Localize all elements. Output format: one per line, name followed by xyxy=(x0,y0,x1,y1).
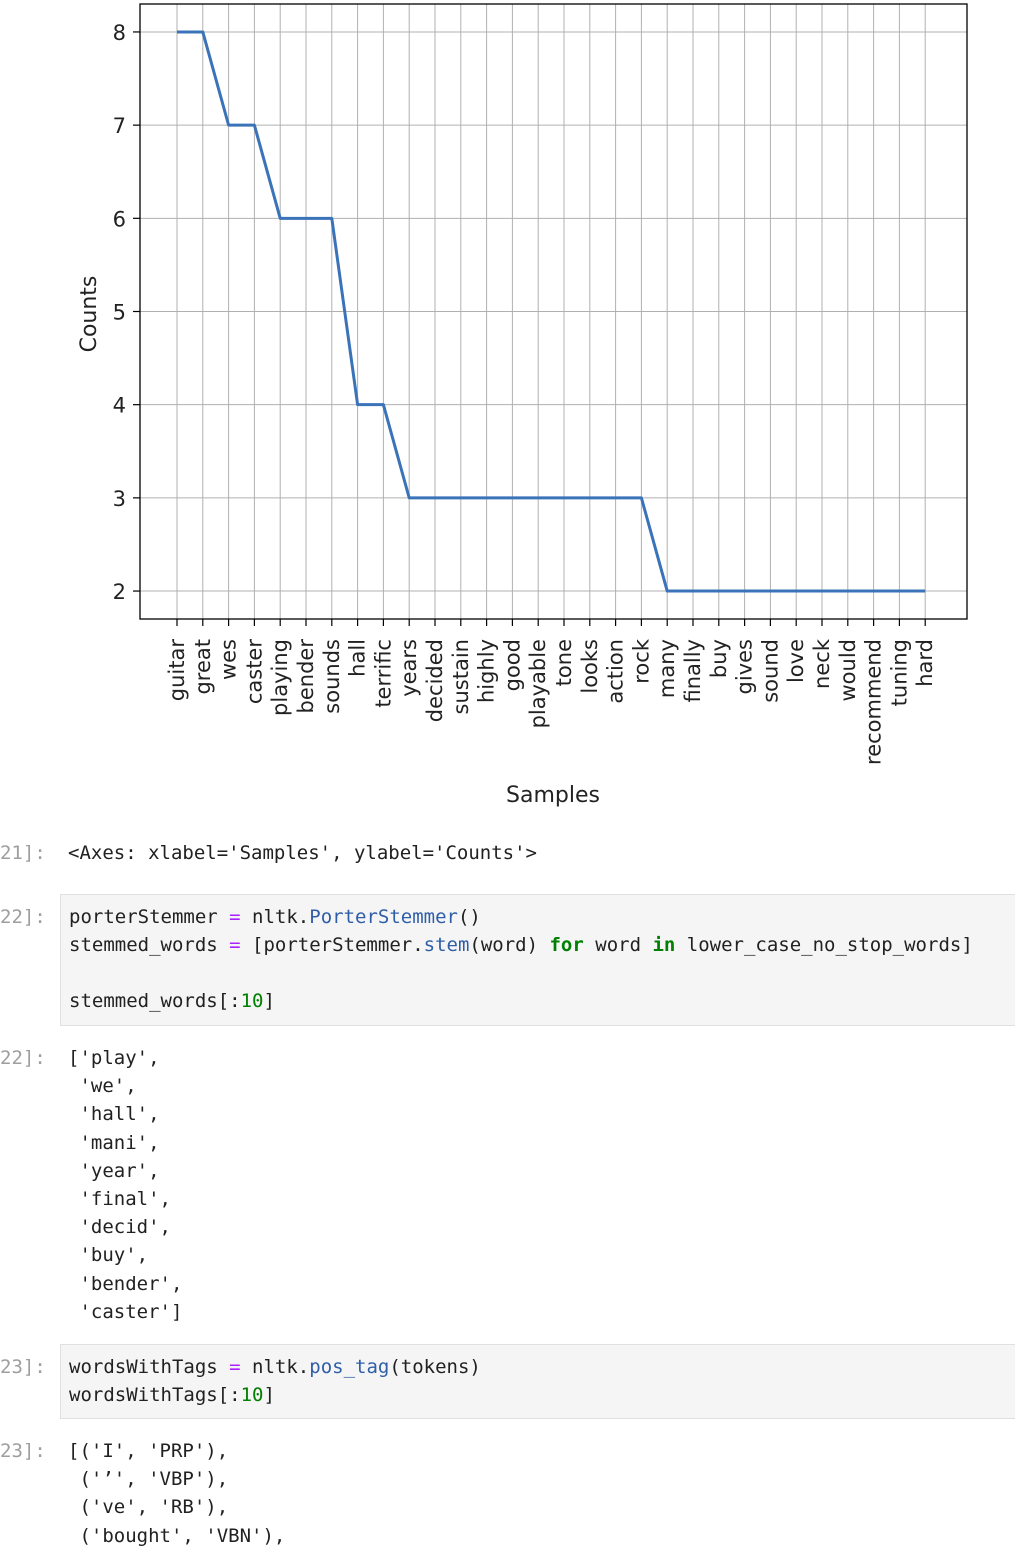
output-line: 'year', xyxy=(68,1157,182,1185)
output-line: ('’', 'VBP'), xyxy=(68,1465,285,1493)
code-token: stemmed_words xyxy=(69,934,218,956)
x-axis-label: Samples xyxy=(506,783,600,808)
y-tick-label: 8 xyxy=(113,21,126,45)
code-token: wordsWithTags xyxy=(69,1356,218,1378)
x-tick-label: terrific xyxy=(371,639,395,708)
x-tick-label: would xyxy=(836,639,860,702)
x-tick-label: good xyxy=(500,639,524,691)
code-token: wordsWithTags[: xyxy=(69,1384,241,1406)
output-line: ['play', xyxy=(68,1044,182,1072)
x-tick-label: guitar xyxy=(165,639,189,702)
cell-22-input-prompt: 22]: xyxy=(0,903,58,931)
x-tick-label: sounds xyxy=(320,639,344,714)
x-tick-label: hall xyxy=(346,639,370,677)
x-tick-label: neck xyxy=(810,638,834,689)
code-keyword: for xyxy=(549,934,583,956)
y-tick-label: 3 xyxy=(113,487,126,511)
x-tick-label: playable xyxy=(526,639,550,728)
output-line: 'buy', xyxy=(68,1241,182,1269)
cell-22-output: ['play', 'we', 'hall', 'mani', 'year', '… xyxy=(68,1044,182,1326)
output-line: 'decid', xyxy=(68,1213,182,1241)
code-keyword: in xyxy=(652,934,675,956)
x-tick-label: rock xyxy=(629,638,653,684)
y-axis-ticks: 2 3 4 5 6 7 8 xyxy=(113,21,140,604)
code-token: ] xyxy=(263,1384,274,1406)
code-token: [porterStemmer. xyxy=(252,934,424,956)
code-token: lower_case_no_stop_words] xyxy=(675,934,972,956)
x-tick-label: looks xyxy=(578,639,602,694)
x-tick-label: sustain xyxy=(449,639,473,714)
cell-23-code-editor[interactable]: wordsWithTags = nltk.pos_tag(tokens) wor… xyxy=(60,1344,1015,1419)
output-line: 'mani', xyxy=(68,1129,182,1157)
output-line: ('ve', 'RB'), xyxy=(68,1493,285,1521)
output-line: 'bender', xyxy=(68,1270,182,1298)
cell-22-output-prompt: 22]: xyxy=(0,1044,58,1072)
cell-21-output-prompt: 21]: xyxy=(0,839,58,867)
x-tick-label: many xyxy=(655,639,679,698)
code-number: 10 xyxy=(241,990,264,1012)
x-tick-label: love xyxy=(784,639,808,683)
code-token: porterStemmer xyxy=(69,906,218,928)
output-line: ('bought', 'VBN'), xyxy=(68,1522,285,1550)
y-axis-label: Counts xyxy=(77,276,102,353)
y-tick-label: 5 xyxy=(113,301,126,325)
x-tick-label: years xyxy=(397,639,421,697)
x-tick-label: bender xyxy=(294,639,318,714)
x-tick-label: caster xyxy=(242,639,266,705)
output-line: 'final', xyxy=(68,1185,182,1213)
x-tick-label: buy xyxy=(707,639,731,678)
code-function: PorterStemmer xyxy=(309,906,458,928)
code-token: nltk. xyxy=(252,1356,309,1378)
x-tick-label: hard xyxy=(913,639,937,687)
output-line: [('I', 'PRP'), xyxy=(68,1437,285,1465)
cell-23-output-prompt: 23]: xyxy=(0,1437,58,1465)
code-token: word xyxy=(584,934,653,956)
x-tick-label: recommend xyxy=(862,639,886,765)
x-tick-label: tuning xyxy=(887,639,911,706)
x-tick-label: decided xyxy=(423,639,447,722)
code-function: pos_tag xyxy=(309,1356,389,1378)
code-token: stemmed_words[: xyxy=(69,990,241,1012)
cell-22-code-editor[interactable]: porterStemmer = nltk.PorterStemmer() ste… xyxy=(60,894,1015,1026)
code-token: (word) xyxy=(469,934,549,956)
cell-23-output: [('I', 'PRP'), ('’', 'VBP'), ('ve', 'RB'… xyxy=(68,1437,285,1550)
code-operator: = xyxy=(218,1356,252,1378)
cell-23-input-prompt: 23]: xyxy=(0,1353,58,1381)
code-token: nltk. xyxy=(252,906,309,928)
chart-grid xyxy=(140,4,967,619)
x-tick-label: gives xyxy=(733,639,757,694)
code-token: ] xyxy=(263,990,274,1012)
y-tick-label: 4 xyxy=(113,394,126,418)
code-operator: = xyxy=(218,934,252,956)
code-operator: = xyxy=(218,906,252,928)
x-tick-label: action xyxy=(604,639,628,704)
y-tick-label: 7 xyxy=(113,114,126,138)
x-tick-label: great xyxy=(191,639,215,695)
x-tick-label: sound xyxy=(758,639,782,703)
x-tick-label: tone xyxy=(552,639,576,686)
code-token: (tokens) xyxy=(389,1356,481,1378)
output-line: 'we', xyxy=(68,1072,182,1100)
x-tick-label: playing xyxy=(268,639,292,716)
output-line: 'hall', xyxy=(68,1100,182,1128)
code-token: () xyxy=(458,906,481,928)
code-function: stem xyxy=(424,934,470,956)
code-number: 10 xyxy=(241,1384,264,1406)
x-tick-label: wes xyxy=(217,639,241,680)
y-tick-label: 2 xyxy=(113,580,126,604)
x-tick-label: highly xyxy=(475,639,499,703)
y-tick-label: 6 xyxy=(113,207,126,231)
cell-21-output: <Axes: xlabel='Samples', ylabel='Counts'… xyxy=(68,839,537,867)
x-tick-label: finally xyxy=(681,639,705,703)
output-line: 'caster'] xyxy=(68,1298,182,1326)
